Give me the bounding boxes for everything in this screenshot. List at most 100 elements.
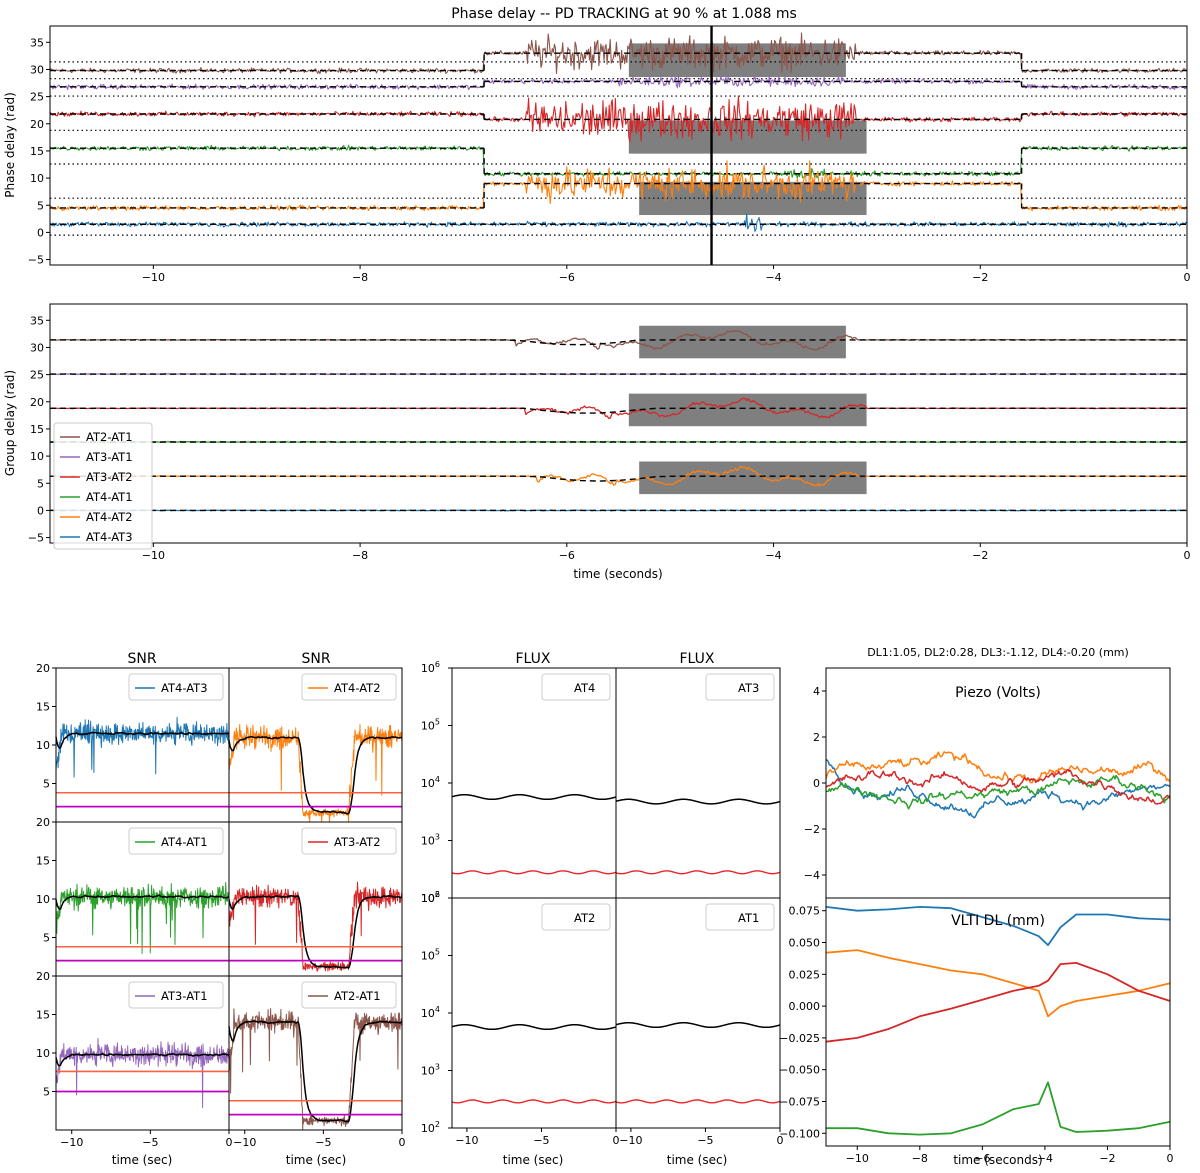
vltidl-x-tick-label: 0 [1167,1152,1174,1165]
phase-x-tick-label: −6 [559,271,575,284]
dl-header: DL1:1.05, DL2:0.28, DL3:-1.12, DL4:-0.20… [867,646,1129,659]
group-legend-entry: AT3-AT1 [86,450,133,464]
phase-chart-title: Phase delay -- PD TRACKING at 90 % at 1.… [451,6,797,22]
snr-legend-AT3-AT2-entry: AT3-AT2 [334,835,381,849]
group-series-AT4-AT1 [49,440,1188,444]
flux-panel-frame [615,897,781,1129]
snr-smoothed-AT4-AT2 [228,735,403,815]
snr-smoothed-AT4-AT3 [55,731,230,749]
group-y-tick-label: 0 [37,504,44,517]
group-y-tick-label: 5 [37,477,44,490]
flux-legend-AT4 [541,673,611,701]
flux-y-tick-label: 104 [421,1005,440,1020]
flux-y-tick-label: 106 [421,890,440,905]
snr-legend-AT4-AT2 [301,673,397,701]
axes-frames [46,25,1188,1150]
group-y-tick-label: −5 [28,532,44,545]
snr-legend-AT4-AT3-entry: AT4-AT3 [161,681,208,695]
vltidl-series-AT3 [825,949,1171,1018]
flux-y-tick-label: 103 [421,1063,440,1078]
snr-legend-AT2-AT1 [301,981,397,1009]
vltidl-y-tick-label: 0.025 [789,968,821,981]
group-legend-entry: AT2-AT1 [86,430,133,444]
snr-legend-AT3-AT2 [301,827,397,855]
flux-series-AT2 [452,1020,616,1121]
group-legend-entry: AT4-AT2 [86,510,133,524]
snr-series-AT4-AT1 [55,881,230,954]
snr-y-tick-label: 10 [36,893,50,906]
group-x-tick-label: −2 [972,549,988,562]
flux-y-tick-label: 104 [421,775,440,790]
flux-series-AT3 [616,795,780,896]
vltidl-y-tick-label: −0.100 [779,1127,820,1140]
flux-panel-frame [451,667,617,899]
flux-y-tick-exponent: 2 [435,1120,440,1129]
group-y-tick-label: 10 [30,450,44,463]
flux-background-AT4 [451,870,617,875]
group-y-tick-label: 25 [30,369,44,382]
snr-x-tick-label: −10 [233,1136,256,1149]
group-legend-entry: AT3-AT2 [86,470,133,484]
piezo-series-AT4 [825,759,1171,819]
vltidl-y-tick-label: −0.075 [779,1095,820,1108]
flux-background-AT2 [451,1099,617,1104]
snr-series-AT3-AT2 [228,881,403,972]
group-ylabel: Group delay (rad) [3,370,17,476]
flux-smoothed-AT4 [451,793,617,801]
snr-xlabel-left: time (sec) [112,1153,173,1167]
phase-y-tick-label: −5 [28,254,44,267]
group-shaded-region [639,325,846,359]
snr-y-tick-label: 10 [36,739,50,752]
flux-series-AT4 [452,791,616,852]
vltidl-series-AT2 [826,1081,1171,1136]
group-y-tick-label: 30 [30,341,44,354]
flux-legend-AT2-entry: AT2 [574,911,595,925]
snr-x-tick-label: −10 [60,1136,83,1149]
piezo-series-AT1 [825,769,1171,805]
snr-legend-AT4-AT3 [128,673,224,701]
flux-y-tick-label: 105 [421,718,440,733]
phase-y-tick-label: 30 [30,63,44,76]
group-x-tick-label: 0 [1184,549,1191,562]
snr-y-tick-label: 15 [36,855,50,868]
group-series-AT3-AT1 [49,373,1188,376]
snr-x-tick-label: −5 [142,1136,158,1149]
flux-legend-AT2 [541,903,611,931]
flux-legend-AT1 [705,903,775,931]
flux-background-AT3 [615,870,781,875]
snr-legend-AT4-AT1-entry: AT4-AT1 [161,835,208,849]
flux-x-tick-label: −5 [697,1134,713,1147]
piezo-title: Piezo (Volts) [955,685,1041,701]
piezo-axes-frame [825,667,1171,899]
phase-y-tick-label: 35 [30,36,44,49]
piezo-y-tick-label: 0 [813,777,820,790]
piezo-y-tick-label: 4 [813,685,820,698]
flux-smoothed-AT3 [615,798,781,805]
snr-x-tick-label: −5 [315,1136,331,1149]
flux-panel-frame [451,897,617,1129]
flux-y-tick-exponent: 5 [435,718,440,727]
flux-legend-AT1-entry: AT1 [738,911,759,925]
flux-panel-frame [615,667,781,899]
vltidl-x-tick-label: −10 [846,1152,869,1165]
flux-smoothed-AT2 [451,1023,617,1031]
vltidl-axes-frame [825,897,1171,1147]
vltidl-x-tick-label: −8 [912,1152,928,1165]
group-legend-entry: AT4-AT1 [86,490,133,504]
phase-x-tick-label: −10 [142,271,165,284]
group-series-AT2-AT1 [49,329,1188,351]
flux-y-tick-label: 102 [421,1120,440,1135]
snr-title-left: SNR [127,651,156,667]
flux-y-tick-exponent: 4 [435,1005,440,1014]
phase-series-AT4-AT2 [49,160,1188,212]
group-axes-frame [49,303,1188,544]
piezo-y-tick-label: −2 [804,823,820,836]
snr-series-AT2-AT1 [228,1008,403,1131]
phase-series-AT3-AT1 [49,75,1188,91]
snr-legend-AT2-AT1-entry: AT2-AT1 [334,989,381,1003]
vltidl-y-tick-label: −0.025 [779,1032,820,1045]
flux-y-tick-label: 103 [421,833,440,848]
phase-shaded-region [628,120,867,154]
phase-series-AT3-AT2 [49,95,1188,143]
